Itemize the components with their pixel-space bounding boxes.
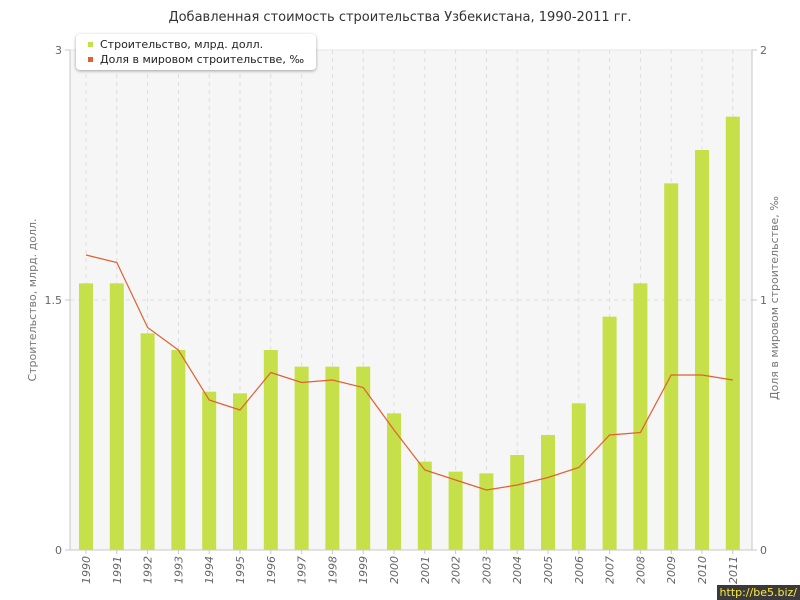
bar-2007 (602, 316, 617, 550)
bar-2002 (448, 471, 463, 550)
bar-2004 (510, 455, 525, 550)
bar-2008 (633, 283, 648, 550)
bar-1996 (263, 350, 278, 550)
y-axis-title: Строительство, млрд. долл. (26, 218, 39, 381)
y-tick-label: 0 (55, 544, 62, 557)
bar-2000 (387, 413, 401, 550)
bars-layer (79, 116, 740, 551)
y-tick-label: 1.5 (45, 294, 63, 307)
x-tick-label-2007: 2007 (604, 556, 617, 584)
y2-axis-title: Доля в мировом строительстве, ‰ (768, 196, 781, 400)
y2-tick-label: 2 (760, 44, 767, 57)
legend-label-construction: Строительство, млрд. долл. (100, 38, 264, 51)
y2-tick-label: 0 (760, 544, 767, 557)
x-tick-label-2002: 2002 (450, 556, 463, 584)
line-layer (85, 254, 733, 491)
bar-1990 (79, 283, 93, 550)
bar-2011 (725, 116, 740, 551)
bar-1998 (325, 366, 340, 550)
x-tick-label-2004: 2004 (511, 556, 524, 584)
x-tick-label-1994: 1994 (203, 556, 216, 584)
bar-2009 (664, 183, 679, 551)
share-line (85, 254, 733, 491)
legend-item-share[interactable]: Доля в мировом строительстве, ‰ (88, 53, 304, 66)
bar-2005 (541, 435, 555, 550)
legend-swatch-bar (88, 42, 93, 47)
y-tick-label: 3 (55, 44, 62, 57)
bar-2006 (571, 403, 586, 550)
x-tick-label-1998: 1998 (326, 556, 339, 584)
x-tick-label-2006: 2006 (573, 556, 586, 584)
x-tick-label-2010: 2010 (696, 556, 709, 584)
x-tick-label-2009: 2009 (665, 556, 678, 584)
y2-tick-label: 1 (760, 294, 767, 307)
bar-1999 (356, 366, 371, 550)
x-tick-label-1996: 1996 (265, 556, 278, 584)
x-tick-label-1997: 1997 (296, 556, 309, 584)
watermark-link[interactable]: http://be5.biz/ (716, 585, 800, 600)
bar-1997 (294, 366, 309, 550)
x-tick-label-2001: 2001 (419, 556, 432, 584)
legend-label-share: Доля в мировом строительстве, ‰ (100, 53, 305, 66)
x-tick-label-2003: 2003 (480, 556, 493, 584)
chart-title: Добавленная стоимость строительства Узбе… (168, 10, 632, 25)
bar-2001 (417, 461, 432, 550)
bar-1993 (171, 350, 186, 550)
x-tick-label-1992: 1992 (142, 556, 155, 584)
legend-swatch-line (88, 57, 93, 62)
x-tick-label-1991: 1991 (111, 556, 124, 584)
x-tick-label-2008: 2008 (634, 556, 647, 584)
bar-1991 (109, 283, 124, 550)
x-tick-label-1990: 1990 (80, 556, 93, 584)
bar-1994 (202, 391, 217, 550)
bar-2003 (479, 473, 494, 550)
x-tick-label-1993: 1993 (172, 556, 185, 584)
bar-2010 (695, 150, 709, 550)
legend: Строительство, млрд. долл. Доля в мирово… (76, 34, 316, 70)
x-tick-label-1995: 1995 (234, 556, 247, 584)
bar-1995 (233, 393, 247, 550)
x-tick-label-2005: 2005 (542, 556, 555, 584)
x-tick-label-1999: 1999 (357, 556, 370, 584)
ticks-layer: 0 1.5 3 0 1 2 1990 1991 1992 1993 1994 1995 1996 1997… (45, 44, 768, 584)
bar-1992 (140, 333, 155, 550)
legend-item-construction[interactable]: Строительство, млрд. долл. (88, 38, 263, 51)
x-tick-label-2011: 2011 (727, 556, 740, 584)
x-tick-label-2000: 2000 (388, 556, 401, 584)
